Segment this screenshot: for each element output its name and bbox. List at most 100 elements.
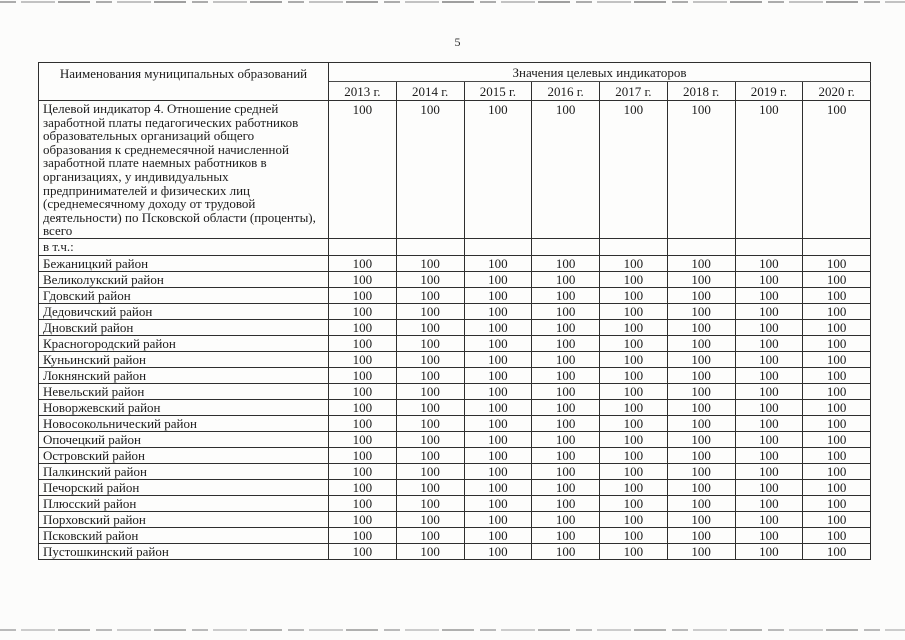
value-cell: 100 (599, 430, 668, 448)
value-cell: 100 (531, 366, 600, 384)
value-cell: 100 (666, 462, 736, 480)
value-cell: 100 (599, 414, 668, 432)
value-cell: 100 (734, 430, 804, 448)
value-cell: 100 (531, 286, 600, 304)
value-cell: 100 (599, 446, 668, 464)
value-cell: 100 (531, 100, 600, 239)
value-cell: 100 (531, 478, 600, 496)
value-cell: 100 (395, 446, 465, 464)
municipality-cell: Великолукский район (38, 270, 329, 288)
municipality-cell: Псковский район (38, 526, 329, 544)
value-cell: 100 (734, 302, 804, 320)
value-cell: 100 (395, 430, 465, 448)
value-cell: 100 (531, 270, 600, 288)
value-cell: 100 (463, 382, 533, 400)
municipality-cell: Пустошкинский район (38, 542, 329, 560)
value-cell: 100 (395, 270, 465, 288)
year-header: 2013 г. (328, 81, 397, 101)
table-row: Островский район 100 100 100 100 100 100 100 100 (38, 446, 871, 464)
value-cell: 100 (599, 350, 668, 368)
value-cell: 100 (666, 302, 736, 320)
value-cell: 100 (531, 542, 600, 560)
municipality-cell: Печорский район (38, 478, 329, 496)
value-cell: 100 (531, 334, 600, 352)
table-row: Бежаницкий район 100 100 100 100 100 100 100 100 (38, 254, 871, 272)
municipality-cell: Новосокольнический район (38, 414, 329, 432)
value-cell: 100 (531, 414, 600, 432)
table-row: Красногородский район 100 100 100 100 100 100 1… (38, 334, 871, 352)
table-row: Великолукский район 100 100 100 100 100 100 100… (38, 270, 871, 288)
value-cell (666, 237, 736, 256)
value-cell: 100 (328, 494, 397, 512)
value-cell: 100 (802, 430, 871, 448)
value-cell: 100 (734, 318, 804, 336)
value-cell: 100 (802, 494, 871, 512)
value-cell: 100 (531, 462, 600, 480)
value-cell: 100 (734, 526, 804, 544)
table-row: Куньинский район 100 100 100 100 100 100 100 100 (38, 350, 871, 368)
value-cell: 100 (463, 318, 533, 336)
municipality-cell: Куньинский район (38, 350, 329, 368)
value-cell: 100 (802, 382, 871, 400)
value-cell: 100 (531, 302, 600, 320)
value-cell: 100 (666, 350, 736, 368)
value-cell: 100 (328, 382, 397, 400)
value-cell: 100 (395, 462, 465, 480)
value-cell: 100 (666, 366, 736, 384)
value-cell: 100 (666, 446, 736, 464)
value-cell (734, 237, 804, 256)
value-cell: 100 (734, 254, 804, 272)
value-cell: 100 (599, 526, 668, 544)
value-cell: 100 (531, 526, 600, 544)
value-cell: 100 (666, 510, 736, 528)
value-cell: 100 (531, 350, 600, 368)
value-cell: 100 (395, 350, 465, 368)
value-cell: 100 (531, 382, 600, 400)
value-cell: 100 (599, 542, 668, 560)
value-cell: 100 (328, 100, 397, 239)
value-cell: 100 (599, 510, 668, 528)
value-cell: 100 (802, 478, 871, 496)
value-cell: 100 (802, 462, 871, 480)
table-row: Плюсский район 100 100 100 100 100 100 100 100 (38, 494, 871, 512)
table-row: Новоржевский район 100 100 100 100 100 100 100 1… (38, 398, 871, 416)
year-header: 2020 г. (802, 81, 871, 101)
municipality-cell: Островский район (38, 446, 329, 464)
value-cell: 100 (463, 398, 533, 416)
value-cell: 100 (802, 302, 871, 320)
value-cell: 100 (599, 302, 668, 320)
value-cell: 100 (395, 334, 465, 352)
value-cell: 100 (802, 270, 871, 288)
value-cell: 100 (734, 510, 804, 528)
value-cell: 100 (463, 430, 533, 448)
year-header: 2015 г. (463, 81, 533, 101)
value-cell: 100 (328, 526, 397, 544)
table-row: Дновский район 100 100 100 100 100 100 100 100 (38, 318, 871, 336)
table-row: Невельский район 100 100 100 100 100 100 100 100 (38, 382, 871, 400)
page-number: 5 (454, 35, 461, 49)
value-cell: 100 (666, 526, 736, 544)
municipality-cell: Красногородский район (38, 334, 329, 352)
value-cell (599, 237, 668, 256)
table-row: Порховский район 100 100 100 100 100 100 100 100 (38, 510, 871, 528)
value-cell: 100 (328, 398, 397, 416)
value-cell: 100 (395, 398, 465, 416)
value-cell: 100 (599, 478, 668, 496)
value-cell: 100 (463, 494, 533, 512)
value-cell: 100 (463, 270, 533, 288)
table-row: Новосокольнический район 100 100 100 100 100 1… (38, 414, 871, 432)
value-cell: 100 (802, 318, 871, 336)
value-cell: 100 (802, 350, 871, 368)
value-cell: 100 (599, 254, 668, 272)
value-cell: 100 (463, 526, 533, 544)
col-header-indicator-values: Значения целевых индикаторов (328, 62, 871, 82)
year-header: 2019 г. (734, 81, 804, 101)
value-cell: 100 (463, 334, 533, 352)
value-cell: 100 (395, 254, 465, 272)
value-cell: 100 (599, 286, 668, 304)
value-cell: 100 (328, 302, 397, 320)
value-cell: 100 (463, 478, 533, 496)
col-header-municipalities: Наименования муниципальных образований (38, 62, 329, 101)
value-cell: 100 (463, 414, 533, 432)
value-cell: 100 (531, 510, 600, 528)
